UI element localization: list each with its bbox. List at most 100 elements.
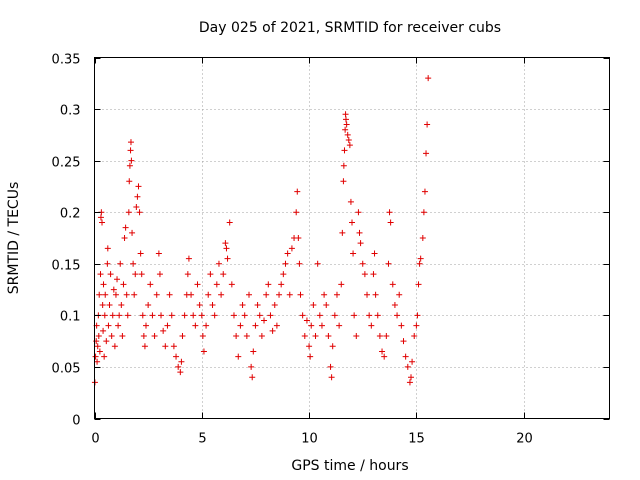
x-axis-label: GPS time / hours — [291, 458, 408, 474]
data-point — [296, 260, 303, 267]
data-point — [108, 332, 115, 339]
data-point — [394, 312, 401, 319]
data-point — [104, 245, 111, 252]
data-point — [310, 302, 317, 309]
data-point — [409, 358, 416, 365]
data-point — [132, 271, 139, 278]
data-point — [347, 198, 354, 205]
data-point — [265, 281, 272, 288]
data-point — [252, 322, 259, 329]
data-point — [190, 312, 197, 319]
data-point — [125, 209, 132, 216]
data-point — [226, 219, 233, 226]
data-point — [280, 271, 287, 278]
data-points-layer — [91, 75, 432, 386]
data-point — [200, 348, 207, 355]
data-point — [124, 312, 131, 319]
data-point — [383, 332, 390, 339]
data-point — [342, 111, 349, 118]
data-point — [353, 332, 360, 339]
data-point — [158, 312, 165, 319]
data-point — [179, 332, 186, 339]
data-point — [372, 291, 379, 298]
data-point — [192, 322, 199, 329]
data-point — [357, 240, 364, 247]
data-point — [102, 291, 109, 298]
data-point — [135, 183, 142, 190]
data-point — [100, 281, 107, 288]
data-point — [286, 291, 293, 298]
data-point — [131, 291, 138, 298]
data-point — [417, 255, 424, 262]
data-point — [177, 369, 184, 376]
data-point — [215, 260, 222, 267]
data-point — [153, 291, 160, 298]
data-point — [99, 219, 106, 226]
data-point — [107, 271, 114, 278]
data-point — [92, 353, 99, 360]
data-point — [130, 260, 137, 267]
data-point — [282, 260, 289, 267]
data-point — [101, 353, 108, 360]
data-point — [137, 250, 144, 257]
data-point — [173, 353, 180, 360]
data-point — [297, 291, 304, 298]
data-point — [139, 312, 146, 319]
data-point — [398, 322, 405, 329]
data-point — [250, 348, 257, 355]
data-point — [344, 131, 351, 138]
data-point — [342, 116, 349, 123]
data-point — [338, 281, 345, 288]
data-point — [224, 255, 231, 262]
data-point — [95, 332, 102, 339]
y-tick-label: 0.25 — [52, 156, 81, 171]
x-tick-label: 20 — [516, 432, 533, 447]
data-point — [421, 188, 428, 195]
data-point — [288, 245, 295, 252]
data-point — [340, 178, 347, 185]
data-point — [156, 271, 163, 278]
y-tick-labels: 0 0.05 0.1 0.15 0.2 0.25 0.3 0.35 — [52, 53, 81, 429]
data-point — [112, 291, 119, 298]
data-point — [181, 312, 188, 319]
data-point — [248, 363, 255, 370]
data-point — [133, 204, 140, 211]
data-point — [241, 312, 248, 319]
data-point — [294, 188, 301, 195]
data-point — [391, 302, 398, 309]
data-point — [105, 322, 112, 329]
data-point — [99, 302, 106, 309]
data-point — [97, 214, 104, 221]
data-point — [325, 332, 332, 339]
data-point — [203, 322, 210, 329]
data-point — [381, 353, 388, 360]
data-point — [96, 348, 103, 355]
data-point — [327, 363, 334, 370]
data-point — [414, 312, 421, 319]
data-point — [254, 302, 261, 309]
data-point — [340, 162, 347, 169]
data-point — [416, 260, 423, 267]
data-point — [178, 358, 185, 365]
data-point — [316, 312, 323, 319]
data-point — [239, 302, 246, 309]
data-point — [321, 291, 328, 298]
data-point — [104, 260, 111, 267]
data-point — [387, 219, 394, 226]
data-point — [100, 327, 107, 334]
data-point — [111, 343, 118, 350]
data-point — [243, 332, 250, 339]
y-axis-label: SRMTID / TECUs — [6, 182, 22, 295]
data-point — [307, 353, 314, 360]
data-point — [199, 332, 206, 339]
data-point — [364, 291, 371, 298]
data-point — [119, 332, 126, 339]
data-point — [126, 178, 133, 185]
data-point — [351, 312, 358, 319]
data-point — [205, 291, 212, 298]
x-tick-label: 10 — [301, 432, 318, 447]
data-point — [396, 291, 403, 298]
data-point — [94, 358, 101, 365]
data-point — [343, 121, 350, 128]
